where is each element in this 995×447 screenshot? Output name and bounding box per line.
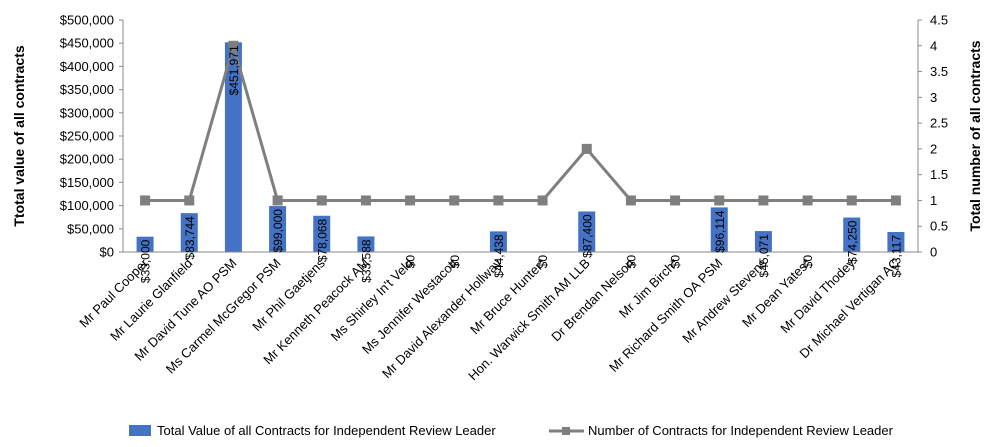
legend: Total Value of all Contracts for Indepen… — [129, 423, 894, 438]
data-label: $0 — [536, 255, 550, 269]
category-label: Mr David Thodey — [777, 255, 858, 336]
bar-series — [136, 42, 905, 252]
line-marker — [272, 195, 283, 206]
left-tick-label: $0 — [100, 245, 114, 260]
data-label: $99,000 — [271, 209, 285, 253]
bar — [578, 211, 596, 252]
left-tick-label: $500,000 — [60, 13, 114, 28]
line-marker — [714, 195, 725, 206]
right-tick-label: 3 — [930, 90, 937, 105]
data-label: $96,114 — [713, 210, 727, 253]
data-label: $87,400 — [580, 214, 594, 258]
line-marker — [493, 195, 504, 206]
right-tick-label: 0 — [930, 245, 937, 260]
line-marker — [802, 195, 813, 206]
legend-line-label: Number of Contracts for Independent Revi… — [588, 423, 894, 438]
left-tick-label: $350,000 — [60, 82, 114, 97]
legend-bar-label: Total Value of all Contracts for Indepen… — [157, 423, 496, 438]
bar — [269, 206, 287, 252]
right-tick-label: 2 — [930, 141, 937, 156]
line-marker — [405, 195, 416, 206]
right-tick-label: 2.5 — [930, 116, 948, 131]
data-label: $33,000 — [139, 239, 153, 283]
data-labels: $33,000 $83,744 $451,971 $99,000 $78,068 $33,… — [139, 45, 904, 283]
line-marker — [449, 195, 460, 206]
data-label: $83,744 — [183, 216, 197, 260]
line-marker — [758, 195, 769, 206]
line-marker — [228, 40, 239, 51]
data-label: $451,971 — [227, 45, 241, 95]
line-marker — [360, 195, 371, 206]
category-label: Dr Brendan Nelson — [548, 256, 637, 345]
data-label: $44,438 — [492, 234, 506, 278]
bar — [710, 207, 728, 252]
left-tick-label: $450,000 — [60, 36, 114, 51]
right-axis-ticks: 0 0.5 1 1.5 2 2.5 3 3.5 4 4.5 — [918, 13, 948, 260]
left-axis-title: Ttotal value of all contracts — [11, 45, 27, 226]
category-label: Mr Bruce Hunter* — [467, 256, 549, 338]
line-marker — [316, 195, 327, 206]
line-path — [145, 40, 896, 202]
line-marker — [625, 195, 636, 206]
left-tick-label: $100,000 — [60, 198, 114, 213]
bar — [180, 213, 198, 252]
right-tick-label: 1.5 — [930, 167, 948, 182]
left-axis-ticks: $0 $50,000 $100,000 $150,000 $200,000 $250,00… — [60, 13, 123, 260]
bar — [887, 231, 905, 252]
data-label: $45,071 — [757, 234, 771, 278]
line-marker — [184, 195, 195, 206]
line-marker — [670, 195, 681, 206]
data-label: $33,588 — [359, 239, 373, 283]
data-label: $74,250 — [845, 220, 859, 264]
bar — [754, 231, 772, 252]
line-marker — [140, 195, 151, 206]
legend-line-marker — [562, 427, 570, 435]
data-label: $0 — [669, 255, 683, 269]
axis-lines — [122, 20, 919, 253]
left-tick-label: $300,000 — [60, 105, 114, 120]
legend-bar-swatch — [129, 425, 151, 436]
bar — [843, 217, 861, 252]
bar — [136, 236, 154, 252]
right-tick-label: 3.5 — [930, 64, 948, 79]
right-tick-label: 1 — [930, 193, 937, 208]
left-tick-label: $400,000 — [60, 59, 114, 74]
data-label: $0 — [624, 255, 638, 269]
right-tick-label: 4 — [930, 38, 937, 53]
left-tick-label: $150,000 — [60, 175, 114, 190]
data-label: $0 — [448, 255, 462, 269]
line-marker — [890, 195, 901, 206]
left-tick-label: $50,000 — [67, 221, 114, 236]
bar — [313, 215, 331, 252]
line-marker — [581, 143, 592, 154]
bar — [489, 231, 507, 252]
bar — [224, 42, 242, 252]
data-label: $0 — [404, 255, 418, 269]
right-tick-label: 4.5 — [930, 13, 948, 28]
right-axis-title: Total number of all contracts — [967, 40, 983, 231]
left-tick-label: $250,000 — [60, 129, 114, 144]
data-label: $43,117 — [889, 235, 903, 278]
line-marker — [537, 195, 548, 206]
left-tick-label: $200,000 — [60, 152, 114, 167]
bar — [357, 236, 375, 252]
category-label: Mr Andrew Stevens — [679, 255, 770, 346]
line-series — [140, 40, 901, 206]
right-tick-label: 0.5 — [930, 219, 948, 234]
data-label: $78,068 — [315, 218, 329, 262]
line-marker — [846, 195, 857, 206]
data-label: $0 — [801, 255, 815, 269]
